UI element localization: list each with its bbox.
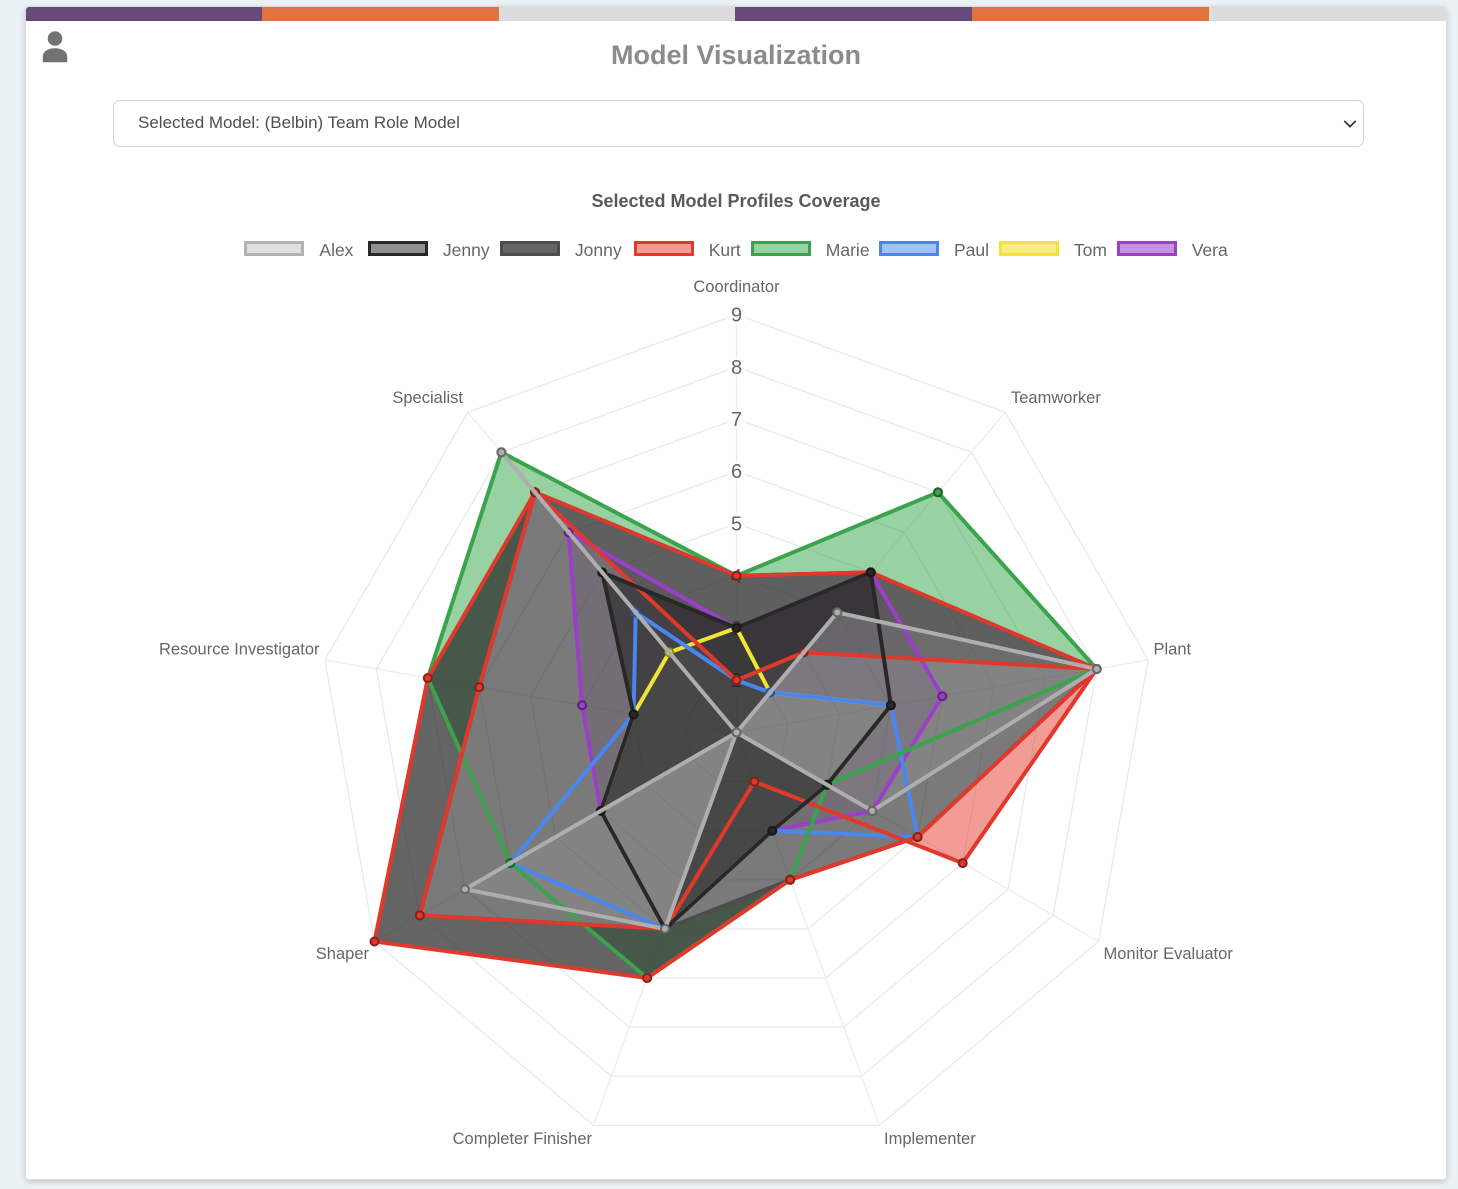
svg-text:Coordinator: Coordinator: [693, 278, 780, 296]
svg-text:Monitor Evaluator: Monitor Evaluator: [1104, 945, 1234, 963]
svg-text:7: 7: [731, 409, 742, 431]
svg-text:Completer Finisher: Completer Finisher: [453, 1130, 593, 1148]
svg-text:Shaper: Shaper: [316, 945, 370, 963]
svg-text:Teamworker: Teamworker: [1011, 389, 1101, 407]
svg-text:5: 5: [731, 514, 742, 536]
svg-text:Plant: Plant: [1154, 641, 1192, 659]
svg-text:Specialist: Specialist: [392, 389, 463, 407]
svg-text:8: 8: [731, 357, 742, 379]
svg-text:Resource Investigator: Resource Investigator: [159, 641, 320, 659]
svg-text:9: 9: [731, 305, 742, 327]
svg-text:6: 6: [731, 461, 742, 483]
svg-text:Implementer: Implementer: [884, 1130, 976, 1148]
